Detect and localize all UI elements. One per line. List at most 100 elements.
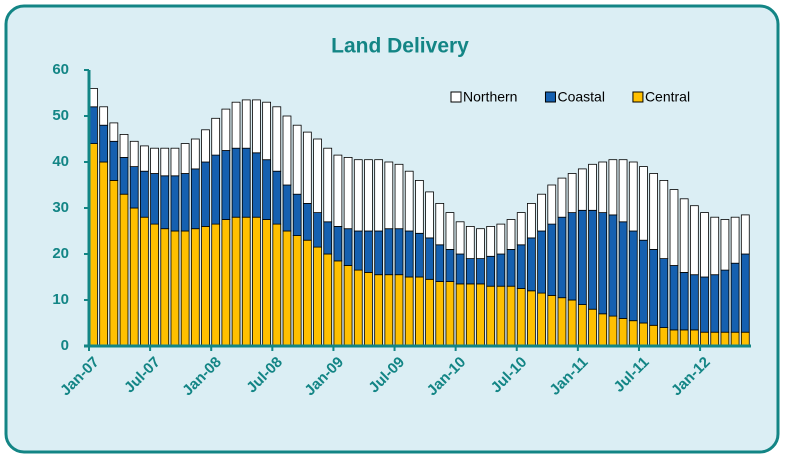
bar-segment xyxy=(649,248,658,326)
bar-segment xyxy=(557,216,567,299)
bar-segment xyxy=(527,202,536,239)
bar-segment xyxy=(557,177,567,218)
bar-segment xyxy=(241,99,251,149)
bar-segment xyxy=(455,253,465,285)
bar-segment xyxy=(221,108,231,151)
bar-segment xyxy=(190,138,200,170)
bar-segment xyxy=(404,170,414,232)
bar-segment xyxy=(628,161,638,232)
bar-segment xyxy=(659,258,669,329)
bar-segment xyxy=(730,216,740,264)
bar-segment xyxy=(353,230,363,271)
bar-segment xyxy=(252,99,261,154)
bar-segment xyxy=(160,175,170,230)
bar-segment xyxy=(516,212,526,246)
bar-segment xyxy=(99,124,109,163)
bar-segment xyxy=(313,246,322,347)
bar-segment xyxy=(415,179,424,234)
bar-segment xyxy=(537,292,546,347)
bar-segment xyxy=(527,290,536,347)
bar-segment xyxy=(333,225,343,262)
bar-segment xyxy=(119,193,129,347)
bar-segment xyxy=(639,239,648,324)
bar-segment xyxy=(486,255,496,287)
bar-segment xyxy=(190,228,200,347)
bar-segment xyxy=(353,269,363,347)
bar-segment xyxy=(140,170,149,218)
bar-segment xyxy=(476,228,485,259)
bar-segment xyxy=(231,216,241,347)
bar-segment xyxy=(272,106,282,172)
bar-segment xyxy=(170,147,180,177)
bar-segment xyxy=(150,223,159,347)
bar-segment xyxy=(109,179,119,347)
bar-segment xyxy=(659,327,669,347)
bar-segment xyxy=(608,214,618,317)
bar-segment xyxy=(537,230,546,294)
bar-segment xyxy=(669,329,679,347)
bar-segment xyxy=(292,193,302,236)
y-tick-label: 60 xyxy=(52,61,69,78)
bar-segment xyxy=(231,101,241,149)
bar-segment xyxy=(343,228,353,266)
bar-segment xyxy=(649,324,658,347)
bar-segment xyxy=(394,274,404,347)
bar-segment xyxy=(119,133,129,158)
bar-segment xyxy=(374,230,384,276)
bar-segment xyxy=(384,274,394,347)
bar-segment xyxy=(588,308,597,347)
bar-segment xyxy=(190,168,200,230)
bar-segment xyxy=(720,219,730,271)
bar-segment xyxy=(323,221,333,255)
bar-segment xyxy=(140,216,149,347)
bar-segment xyxy=(364,230,373,273)
bar-segment xyxy=(608,315,618,347)
bar-segment xyxy=(272,223,282,347)
bar-segment xyxy=(740,214,750,255)
bar-segment xyxy=(109,122,119,142)
bar-segment xyxy=(89,106,98,145)
bar-segment xyxy=(129,166,139,209)
bar-segment xyxy=(639,166,648,241)
bar-segment xyxy=(211,154,221,225)
bar-segment xyxy=(425,191,434,239)
bar-segment xyxy=(506,248,516,287)
bar-segment xyxy=(455,283,465,347)
bar-segment xyxy=(476,258,485,285)
bar-segment xyxy=(272,170,282,225)
bar-segment xyxy=(313,138,322,213)
bar-segment xyxy=(201,129,210,163)
bar-segment xyxy=(302,202,312,241)
bar-segment xyxy=(384,228,394,276)
bar-segment xyxy=(384,161,394,230)
bar-segment xyxy=(557,297,567,347)
bar-segment xyxy=(343,156,353,230)
bar-segment xyxy=(720,331,730,347)
bar-segment xyxy=(527,237,536,292)
bar-segment xyxy=(547,223,557,296)
bar-segment xyxy=(425,237,434,280)
bar-segment xyxy=(486,285,496,347)
bar-segment xyxy=(292,124,302,195)
bar-segment xyxy=(659,179,669,259)
bar-segment xyxy=(89,88,98,108)
bar-segment xyxy=(129,207,139,347)
bar-segment xyxy=(649,173,658,250)
bar-segment xyxy=(262,159,271,220)
bar-segment xyxy=(496,223,506,255)
y-tick-label: 30 xyxy=(52,199,69,216)
bar-segment xyxy=(99,161,109,347)
bar-segment xyxy=(588,209,597,310)
bar-segment xyxy=(516,288,526,347)
bar-segment xyxy=(700,212,709,278)
bar-segment xyxy=(282,184,292,232)
bar-segment xyxy=(588,163,597,211)
bar-segment xyxy=(170,230,180,347)
bar-segment xyxy=(394,228,404,276)
bar-segment xyxy=(374,159,384,232)
y-tick-label: 10 xyxy=(52,291,69,308)
bar-segment xyxy=(577,304,587,347)
bar-segment xyxy=(313,212,322,248)
y-tick-label: 20 xyxy=(52,245,69,262)
bar-segment xyxy=(720,269,730,333)
